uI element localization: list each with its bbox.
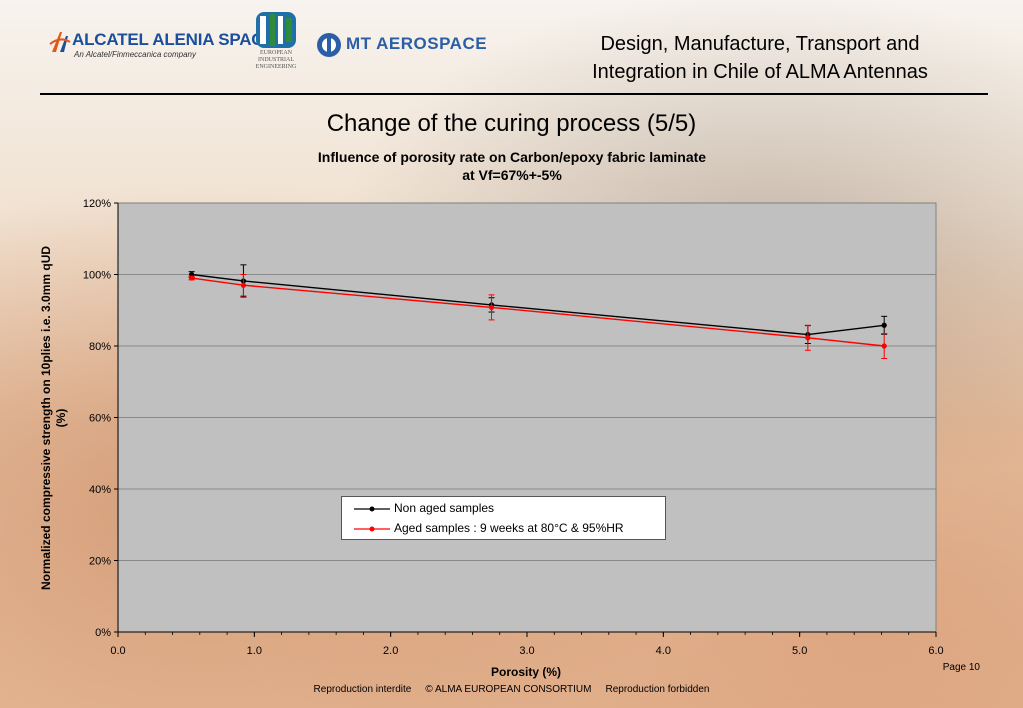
- chart-title: Influence of porosity rate on Carbon/epo…: [212, 148, 812, 184]
- y-axis-label-line1: Normalized compressive strength on 10pli…: [39, 245, 53, 591]
- alcatel-alenia-space-logo: ALCATEL ALENIA SPACE An Alcatel/Finmecca…: [48, 28, 275, 64]
- chart-title-line1: Influence of porosity rate on Carbon/epo…: [317, 149, 707, 165]
- legend-label-non-aged: Non aged samples: [394, 501, 495, 515]
- eie-logo-mark-icon: [256, 12, 296, 48]
- data-point-aged: [881, 343, 887, 349]
- legend-swatch-non-aged: [354, 506, 390, 512]
- alcatel-logo-name: ALCATEL ALENIA SPACE: [72, 30, 275, 49]
- y-tick-label: 100%: [83, 270, 111, 282]
- x-tick-label: 1.0: [247, 645, 262, 657]
- data-point-aged: [240, 282, 247, 288]
- footer-right: Reproduction forbidden: [605, 684, 710, 695]
- data-point-aged: [805, 335, 811, 341]
- y-tick-label: 20%: [89, 556, 111, 568]
- y-tick-label: 60%: [89, 413, 111, 425]
- mt-logo-mark-icon: [317, 33, 341, 57]
- x-tick-label: 2.0: [383, 645, 398, 657]
- y-tick-label: 0%: [95, 627, 111, 639]
- footer-left: Reproduction interdite: [313, 684, 412, 695]
- alcatel-logo-subtitle: An Alcatel/Finmeccanica company: [74, 50, 196, 59]
- y-tick-label: 80%: [89, 341, 111, 353]
- data-point-aged: [189, 275, 195, 281]
- slide-title: Change of the curing process (5/5): [326, 110, 697, 137]
- y-axis-label-line2: (%): [54, 408, 68, 428]
- header-divider: [40, 93, 988, 95]
- presentation-title-line1: Design, Manufacture, Transport and: [600, 33, 920, 55]
- x-axis-label: Porosity (%): [490, 665, 561, 679]
- legend-label-aged: Aged samples : 9 weeks at 80°C & 95%HR: [394, 521, 624, 535]
- y-tick-label: 120%: [83, 198, 111, 210]
- footer-center: © ALMA EUROPEAN CONSORTIUM: [425, 684, 592, 695]
- x-tick-label: 5.0: [792, 645, 807, 657]
- x-tick-label: 3.0: [519, 645, 534, 657]
- eie-logo-text: EUROPEAN INDUSTRIAL ENGINEERING: [255, 50, 297, 70]
- chart-title-line2: at Vf=67%+-5%: [462, 167, 562, 183]
- european-industrial-engineering-logo: EUROPEAN INDUSTRIAL ENGINEERING: [250, 10, 302, 82]
- alcatel-logo-mark-icon: [49, 32, 71, 52]
- legend-item-aged: Aged samples : 9 weeks at 80°C & 95%HR: [352, 520, 662, 538]
- data-point-non-aged: [881, 322, 887, 328]
- y-tick-label: 40%: [89, 484, 111, 496]
- page-number: Page 10: [942, 662, 980, 673]
- mt-aerospace-logo: MT AEROSPACE: [316, 30, 521, 60]
- chart-legend: Non aged samples Aged samples : 9 weeks …: [341, 496, 666, 540]
- data-point-aged: [488, 304, 495, 310]
- presentation-title: Design, Manufacture, Transport and Integ…: [540, 30, 980, 86]
- x-tick-label: 6.0: [928, 645, 943, 657]
- x-tick-label: 4.0: [656, 645, 671, 657]
- x-tick-label: 0.0: [110, 645, 125, 657]
- legend-item-non-aged: Non aged samples: [352, 500, 662, 518]
- legend-swatch-aged: [354, 526, 390, 532]
- mt-logo-text: MT AEROSPACE: [346, 34, 488, 53]
- footer: Reproduction interdite © ALMA EUROPEAN CO…: [0, 684, 1023, 695]
- presentation-title-line2: Integration in Chile of ALMA Antennas: [592, 61, 928, 83]
